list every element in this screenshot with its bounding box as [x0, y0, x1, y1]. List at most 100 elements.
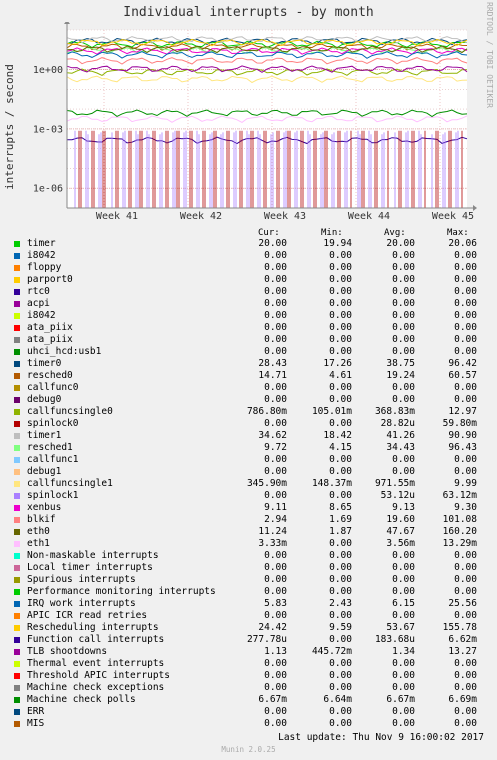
legend-max-value: 6.62m [448, 634, 477, 645]
legend-swatch [14, 289, 20, 295]
legend-min-value: 148.37m [311, 478, 352, 489]
legend-series-name: rtc0 [27, 286, 50, 297]
legend-swatch [14, 661, 20, 667]
series-line [66, 38, 468, 47]
legend-min-value: 0.00 [329, 250, 352, 261]
legend-swatch [14, 685, 20, 691]
legend-swatch [14, 637, 20, 643]
legend-swatch [14, 253, 20, 259]
legend-cur-value: 0.00 [264, 334, 287, 345]
legend-max-value: 0.00 [454, 586, 477, 597]
legend-max-value: 63.12m [442, 490, 477, 501]
series-line [66, 57, 468, 65]
legend-series-name: Machine check polls [27, 694, 136, 705]
legend-avg-value: 9.13 [392, 502, 415, 513]
legend-swatch [14, 301, 20, 307]
legend-avg-value: 0.00 [392, 298, 415, 309]
legend-swatch [14, 565, 20, 571]
legend-avg-value: 183.68u [374, 634, 415, 645]
legend-row: floppy 0.00 0.00 0.00 0.00 [0, 262, 497, 274]
legend-avg-value: 6.15 [392, 598, 415, 609]
legend-series-name: eth0 [27, 526, 50, 537]
legend-cur-value: 0.00 [264, 586, 287, 597]
series-line [66, 136, 468, 145]
legend-row: Threshold APIC interrupts 0.00 0.00 0.00 0.0… [0, 670, 497, 682]
legend-avg-value: 0.00 [392, 262, 415, 273]
legend-series-name: i8042 [27, 250, 56, 261]
legend-max-value: 0.00 [454, 670, 477, 681]
legend-series-name: i8042 [27, 310, 56, 321]
legend-series-name: debug1 [27, 466, 62, 477]
legend-cur-value: 3.33m [258, 538, 287, 549]
legend-avg-value: 28.82u [380, 418, 415, 429]
interrupts-chart: 1e+00 1e-03 1e-06 Week 41 Week 42 Week 43 Week… [33, 22, 477, 222]
legend-series-name: MIS [27, 718, 45, 729]
legend-avg-value: 0.00 [392, 310, 415, 321]
legend-max-value: 0.00 [454, 454, 477, 465]
legend-swatch [14, 481, 20, 487]
legend-max-value: 0.00 [454, 322, 477, 333]
legend-series-name: Function call interrupts [27, 634, 165, 645]
legend-row: acpi 0.00 0.00 0.00 0.00 [0, 298, 497, 310]
legend-series-name: eth1 [27, 538, 50, 549]
x-tick-label: Week 41 [96, 211, 138, 222]
legend-series-name: callfunc1 [27, 454, 79, 465]
legend-row: Thermal event interrupts 0.00 0.00 0.00 0.00 [0, 658, 497, 670]
legend-min-value: 4.15 [329, 442, 352, 453]
legend-avg-value: 53.12u [380, 490, 415, 501]
legend-min-value: 2.43 [329, 598, 352, 609]
legend-swatch [14, 349, 20, 355]
legend-max-value: 13.29m [442, 538, 477, 549]
legend-swatch [14, 325, 20, 331]
legend-row: callfuncsingle1 345.90m 148.37m 971.55m 9.99 [0, 478, 497, 490]
legend-min-value: 0.00 [329, 454, 352, 465]
legend-min-value: 1.87 [329, 526, 352, 537]
legend-min-value: 0.00 [329, 490, 352, 501]
legend-series-name: Non-maskable interrupts [27, 550, 159, 561]
legend-max-value: 0.00 [454, 574, 477, 585]
legend-cur-value: 0.00 [264, 670, 287, 681]
legend-cur-value: 0.00 [264, 298, 287, 309]
legend-swatch [14, 721, 20, 727]
legend-swatch [14, 445, 20, 451]
legend-max-value: 0.00 [454, 334, 477, 345]
legend-row: spinlock1 0.00 0.00 53.12u 63.12m [0, 490, 497, 502]
legend-avg-value: 0.00 [392, 466, 415, 477]
legend-cur-value: 34.62 [258, 430, 287, 441]
legend-series-name: Threshold APIC interrupts [27, 670, 170, 681]
series-line [66, 45, 468, 54]
legend-min-value: 0.00 [329, 298, 352, 309]
series-lines [66, 35, 468, 208]
legend-avg-value: 0.00 [392, 382, 415, 393]
legend-min-value: 0.00 [329, 670, 352, 681]
legend-row: debug0 0.00 0.00 0.00 0.00 [0, 394, 497, 406]
legend-series-name: Spurious interrupts [27, 574, 136, 585]
legend-avg-value: 0.00 [392, 550, 415, 561]
legend-swatch [14, 457, 20, 463]
legend-min-value: 0.00 [329, 682, 352, 693]
series-line [66, 65, 468, 73]
legend-series-name: Performance monitoring interrupts [27, 586, 216, 597]
legend-series-name: timer [27, 238, 56, 249]
legend-series-name: APIC ICR read retries [27, 610, 148, 621]
legend-row: i8042 0.00 0.00 0.00 0.00 [0, 250, 497, 262]
legend-min-value: 1.69 [329, 514, 352, 525]
legend-row: ata_piix 0.00 0.00 0.00 0.00 [0, 334, 497, 346]
legend-max-value: 9.99 [454, 478, 477, 489]
legend-swatch [14, 577, 20, 583]
x-axis-arrow [473, 205, 477, 211]
legend-row: Performance monitoring interrupts 0.00 0.0… [0, 586, 497, 598]
legend-cur-value: 2.94 [264, 514, 287, 525]
legend-cur-value: 20.00 [258, 238, 287, 249]
legend-avg-value: 0.00 [392, 706, 415, 717]
legend-series-name: spinlock0 [27, 418, 79, 429]
legend-row: spinlock0 0.00 0.00 28.82u 59.80m [0, 418, 497, 430]
legend-max-value: 59.80m [442, 418, 477, 429]
legend-row: callfuncsingle0 786.80m 105.01m 368.83m 12.9… [0, 406, 497, 418]
legend-swatch [14, 397, 20, 403]
legend-series-name: resched0 [27, 370, 73, 381]
legend-row: Spurious interrupts 0.00 0.00 0.00 0.00 [0, 574, 497, 586]
legend-series-name: callfunc0 [27, 382, 79, 393]
x-tick-label: Week 43 [264, 211, 306, 222]
legend-swatch [14, 277, 20, 283]
